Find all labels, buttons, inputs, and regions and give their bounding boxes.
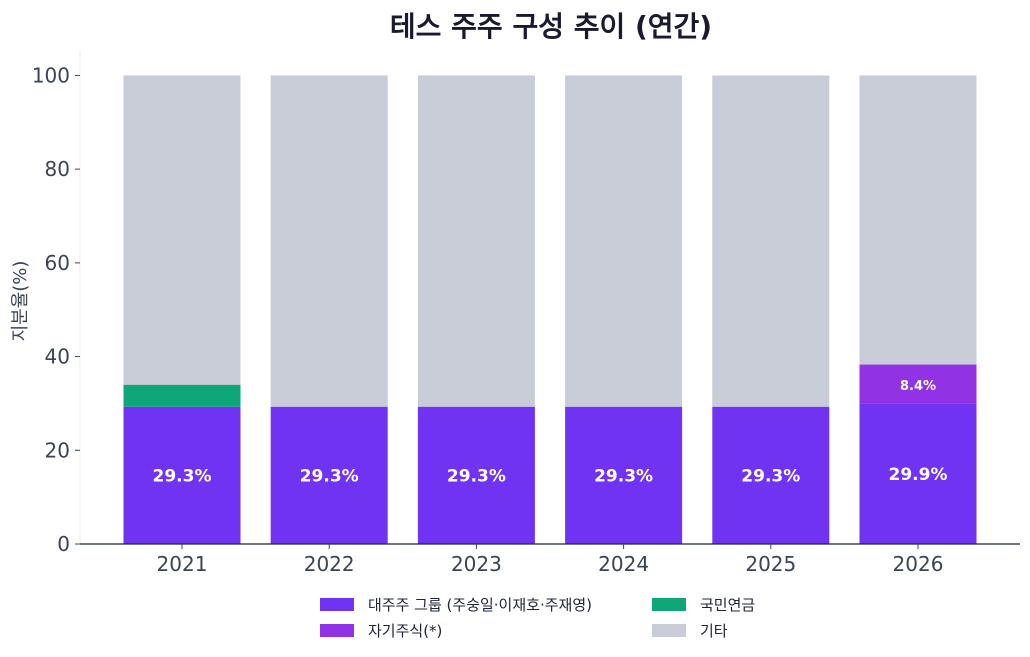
- y-tick-label-0: 0: [57, 532, 70, 556]
- x-tick-label-2026: 2026: [893, 552, 944, 576]
- data-label-2025-series-0: 29.3%: [741, 466, 800, 486]
- y-tick-label-40: 40: [45, 345, 70, 369]
- legend-item-1: 국민연금: [652, 596, 755, 614]
- legend-item-0: 대주주 그룹 (주숭일·이재호·주재영): [320, 596, 592, 614]
- legend-swatch-2: [320, 624, 354, 637]
- legend-item-3: 기타: [652, 622, 728, 640]
- legend-item-2: 자기주식(*): [320, 622, 442, 640]
- bar-2021-series-3: [123, 75, 241, 385]
- y-tick-label-60: 60: [45, 251, 70, 275]
- x-axis: 2021 2022 2023 2024 2025 2026: [80, 543, 1020, 576]
- x-tick-label-2024: 2024: [598, 552, 649, 576]
- bar-2023-series-0: [417, 406, 535, 544]
- bar-2024-series-0: [565, 406, 683, 544]
- bar-2026-series-0: [859, 403, 977, 544]
- y-axis-label: 지분율(%): [10, 261, 31, 342]
- legend-swatch-1: [652, 598, 686, 611]
- legend-label-2: 자기주식(*): [368, 622, 442, 640]
- x-tick-label-2021: 2021: [157, 552, 208, 576]
- data-label-2023-series-0: 29.3%: [447, 466, 506, 486]
- bar-2024-series-3: [565, 75, 683, 407]
- data-label-2022-series-0: 29.3%: [300, 466, 359, 486]
- x-tick-label-2025: 2025: [745, 552, 796, 576]
- plot-area: 29.3% 29.3% 29.3% 29.3% 29.3% 29.9% 8.4%: [123, 75, 977, 544]
- legend-label-3: 기타: [700, 622, 728, 640]
- x-tick-label-2022: 2022: [304, 552, 355, 576]
- legend-label-0: 대주주 그룹 (주숭일·이재호·주재영): [368, 596, 592, 614]
- bar-2025-series-0: [712, 406, 830, 544]
- data-label-2024-series-0: 29.3%: [594, 466, 653, 486]
- bar-2021-series-1: [123, 384, 241, 407]
- y-tick-label-100: 100: [32, 63, 70, 87]
- bar-2026-series-2: [859, 364, 977, 404]
- y-tick-label-80: 80: [45, 157, 70, 181]
- y-axis: 0 20 40 60 80 100: [32, 52, 81, 556]
- bar-2025-series-3: [712, 75, 830, 407]
- y-tick-label-20: 20: [45, 438, 70, 462]
- bar-2026-series-3: [859, 75, 977, 365]
- bar-2022-series-0: [270, 406, 388, 544]
- data-label-2021-series-0: 29.3%: [153, 466, 212, 486]
- chart-title: 테스 주주 구성 추이 (연간): [390, 10, 712, 43]
- legend-swatch-3: [652, 624, 686, 637]
- bar-2021-series-0: [123, 406, 241, 544]
- data-label-2026-series-2: 8.4%: [900, 379, 936, 394]
- data-label-2026-series-0: 29.9%: [889, 465, 948, 485]
- bar-2022-series-3: [270, 75, 388, 407]
- x-tick-label-2023: 2023: [451, 552, 502, 576]
- bar-2023-series-3: [417, 75, 535, 407]
- legend-label-1: 국민연금: [700, 596, 755, 614]
- legend-swatch-0: [320, 598, 354, 611]
